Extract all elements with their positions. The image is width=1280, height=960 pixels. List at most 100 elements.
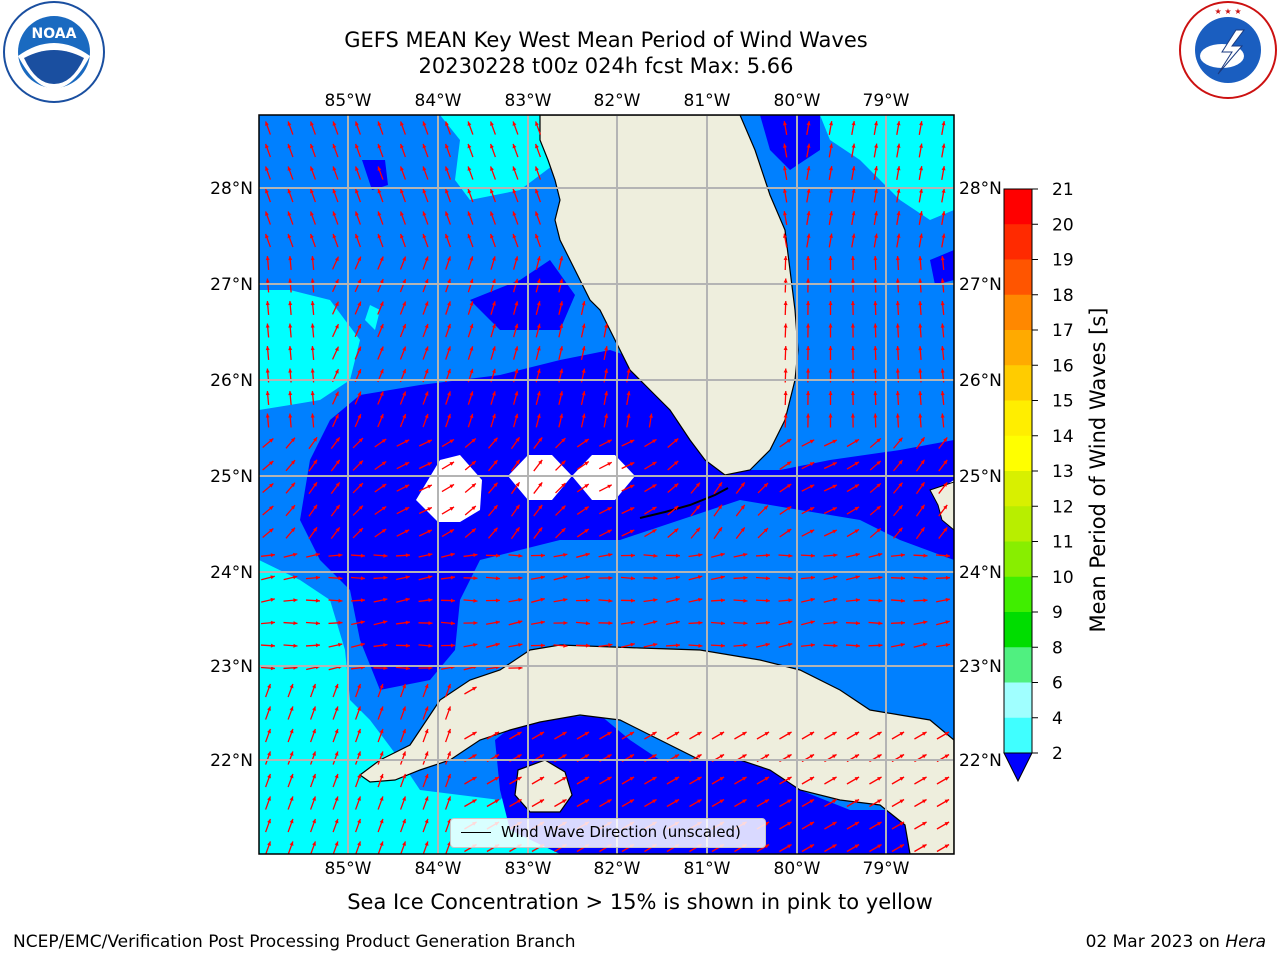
direction-arrowhead [493,460,498,465]
direction-arrowhead [491,278,496,284]
direction-arrowhead [673,505,679,511]
direction-arrowhead [581,346,586,351]
direction-arrowhead [428,598,433,603]
direction-arrowhead [832,732,837,736]
direction-arrowhead [287,188,292,194]
direction-arrowhead [315,598,320,603]
lat-label-left: 26°N [210,371,253,391]
direction-arrowhead [783,121,787,126]
direction-arrowhead [940,346,945,351]
direction-arrowhead [270,553,275,558]
direction-arrowhead [287,121,292,126]
direction-arrowhead [287,143,292,149]
colorbar-segment [1004,541,1032,578]
direction-arrowhead [940,301,945,306]
direction-arrowhead [447,818,451,824]
direction-arrowhead [652,484,657,489]
direction-arrowhead [360,620,365,625]
direction-arrowhead [402,278,406,284]
direction-arrowhead [829,233,833,238]
direction-arrowhead [424,818,429,824]
direction-arrowhead [873,368,878,373]
sea-ice-note: Sea Ice Concentration > 15% is shown in … [347,890,933,914]
colorbar-segment [1004,471,1032,507]
direction-arrowhead [265,233,269,239]
direction-arrowhead [899,799,905,804]
direction-arrowhead [581,368,586,373]
direction-arrowhead [629,799,635,804]
direction-arrowhead [629,732,635,736]
direction-arrowhead [422,233,427,239]
direction-arrowhead [763,483,768,488]
direction-arrowhead [585,598,590,603]
direction-arrowhead [855,621,860,626]
direction-arrowhead [536,368,541,374]
direction-arrowhead [495,553,500,558]
direction-arrowhead [783,413,788,418]
direction-arrowhead [559,413,564,419]
direction-arrowhead [427,484,432,489]
direction-arrowhead [630,620,635,625]
direction-arrowhead [536,323,541,329]
direction-arrowhead [312,683,316,689]
direction-arrowhead [786,506,792,511]
direction-arrowhead [919,211,923,216]
direction-arrowhead [809,777,815,781]
direction-arrowhead [269,461,274,466]
direction-arrowhead [561,528,566,533]
direction-arrowhead [447,413,451,419]
direction-arrowhead [335,504,340,510]
direction-arrowhead [876,438,881,443]
direction-arrowhead [379,279,384,284]
legend-line-sample [461,832,491,833]
direction-arrowhead [740,482,745,487]
direction-arrowhead [874,233,878,238]
direction-arrowhead [288,301,293,306]
direction-arrowhead [538,482,543,487]
direction-arrowhead [765,553,770,558]
direction-arrowhead [806,188,811,193]
direction-arrowhead [832,799,837,804]
direction-arrowhead [334,841,339,846]
lat-label-right: 22°N [959,751,1002,771]
direction-arrowhead [269,438,274,443]
direction-arrowhead [850,278,855,283]
direction-arrowhead [469,256,474,261]
direction-arrowhead [536,256,541,261]
direction-arrowhead [559,391,564,396]
direction-arrowhead [895,413,900,418]
direction-arrowhead [940,323,945,328]
direction-arrowhead [945,553,950,558]
direction-arrowhead [379,818,384,824]
direction-arrowhead [943,504,948,510]
direction-arrowhead [290,505,296,510]
direction-arrowhead [876,460,881,466]
direction-arrowhead [402,346,406,351]
direction-arrowhead [490,121,494,126]
direction-arrowhead [828,368,833,373]
direction-arrowhead [604,413,609,418]
direction-arrowhead [491,256,496,261]
direction-arrowhead [563,552,568,557]
direction-arrowhead [514,391,519,396]
direction-arrowhead [652,439,657,444]
direction-arrowhead [310,121,314,126]
footer-credit: NCEP/EMC/Verification Post Processing Pr… [13,932,576,952]
direction-arrowhead [270,620,275,625]
gridlines [259,115,954,854]
direction-arrowhead [673,460,679,466]
direction-arrowhead [832,484,837,489]
direction-arrowhead [809,484,815,489]
direction-arrowhead [940,368,945,373]
direction-arrowhead [561,505,566,510]
direction-arrowhead [559,278,564,284]
colorbar-tick-label: 12 [1052,497,1074,517]
direction-arrowhead [832,507,837,512]
direction-arrowhead [607,754,612,759]
direction-arrowhead [806,211,811,216]
direction-arrowhead [584,506,589,511]
direction-arrowhead [355,166,359,171]
direction-arrowhead [402,773,406,779]
direction-arrowhead [877,777,882,781]
direction-arrowhead [355,188,359,194]
